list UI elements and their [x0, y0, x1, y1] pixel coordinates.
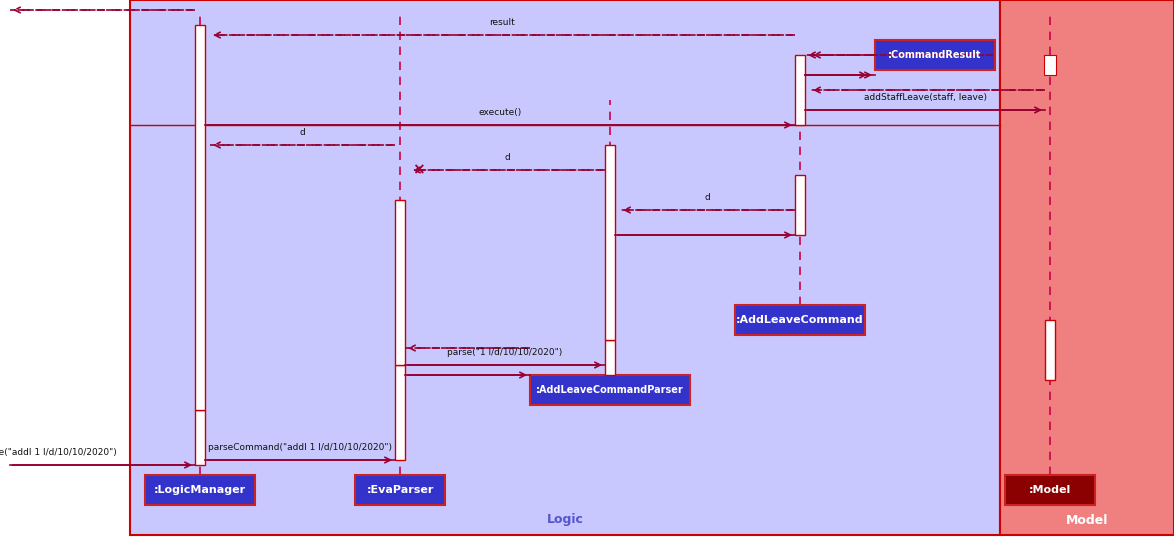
Text: execute(): execute() [478, 108, 521, 117]
Text: ×: × [412, 163, 424, 177]
Bar [394, 365, 405, 460]
Bar [130, 0, 1000, 535]
Bar [795, 175, 805, 235]
Bar [605, 340, 615, 375]
Bar [1000, 0, 1174, 535]
Text: d: d [505, 153, 511, 162]
Text: :LogicManager: :LogicManager [154, 485, 247, 495]
Bar [875, 40, 996, 70]
Text: result: result [490, 18, 515, 27]
Text: Model: Model [1066, 513, 1108, 526]
Text: d: d [704, 193, 710, 202]
Bar [605, 145, 615, 340]
Bar [1005, 475, 1095, 505]
Bar [1045, 320, 1055, 380]
Bar [394, 200, 405, 365]
Text: :CommandResult: :CommandResult [889, 50, 981, 60]
Text: :EvaParser: :EvaParser [366, 485, 433, 495]
Text: execute("addl 1 l/d/10/10/2020"): execute("addl 1 l/d/10/10/2020") [0, 448, 117, 457]
Bar [795, 55, 805, 125]
Text: parse("1 l/d/10/10/2020"): parse("1 l/d/10/10/2020") [447, 348, 562, 357]
Bar [355, 475, 445, 505]
Text: :AddLeaveCommand: :AddLeaveCommand [736, 315, 864, 325]
Bar [146, 475, 255, 505]
Text: parseCommand("addl 1 l/d/10/10/2020"): parseCommand("addl 1 l/d/10/10/2020") [208, 443, 392, 452]
Bar [735, 305, 865, 335]
Bar [1044, 55, 1055, 75]
Text: :Model: :Model [1028, 485, 1071, 495]
Text: Logic: Logic [547, 513, 583, 526]
Bar [195, 410, 205, 465]
Text: :AddLeaveCommandParser: :AddLeaveCommandParser [537, 385, 684, 395]
Text: d: d [299, 128, 305, 137]
Bar [529, 375, 690, 405]
Text: addStaffLeave(staff, leave): addStaffLeave(staff, leave) [864, 93, 986, 102]
Bar [195, 25, 205, 410]
